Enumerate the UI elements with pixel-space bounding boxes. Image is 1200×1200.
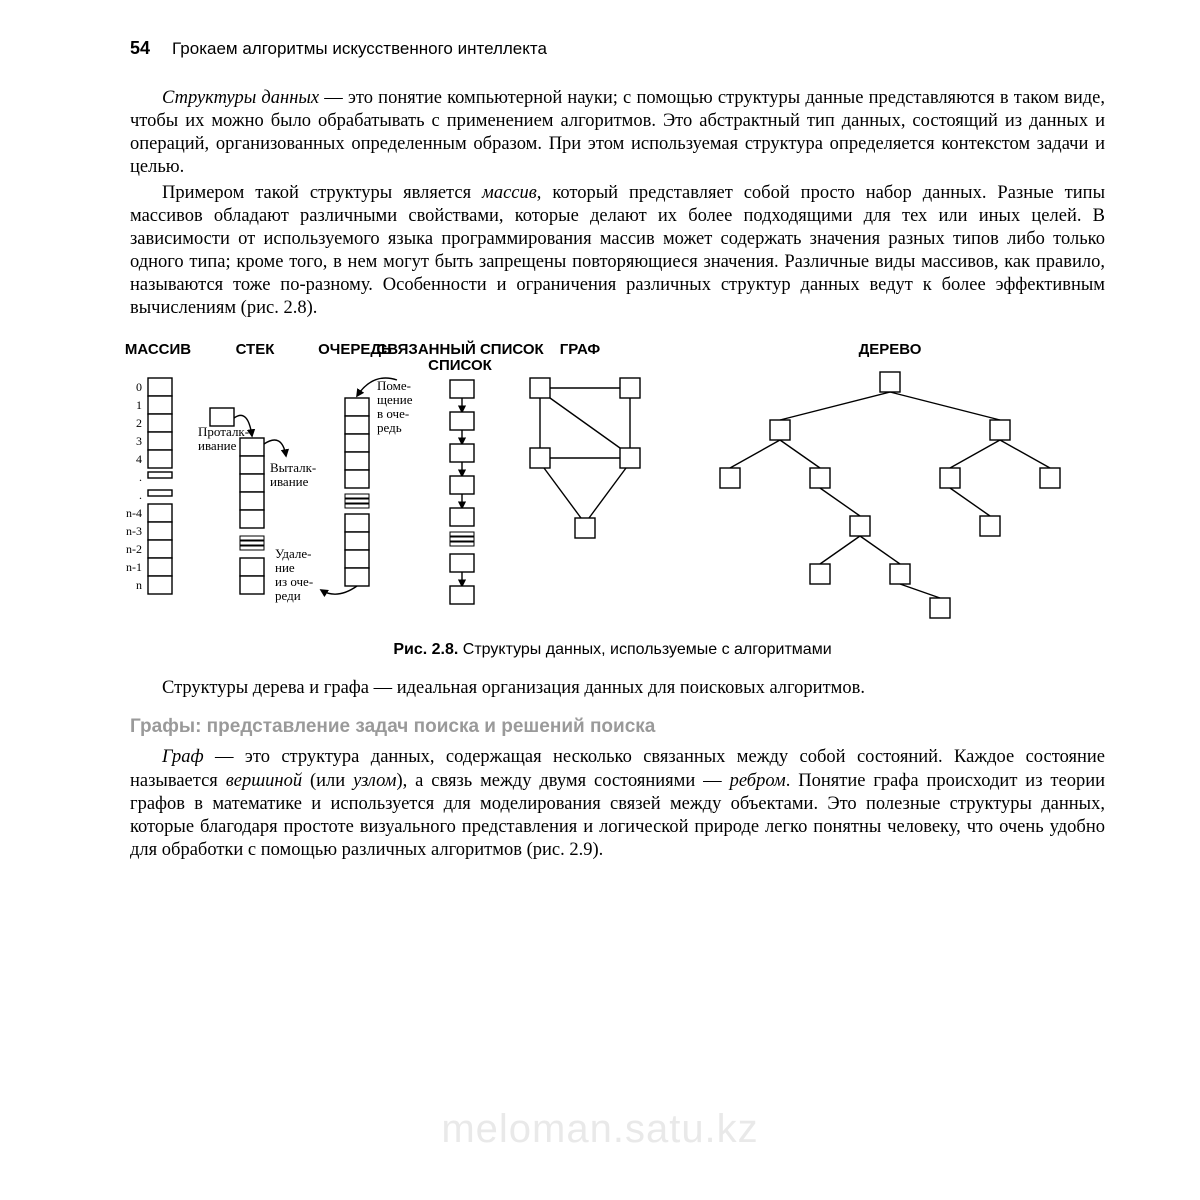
- paragraph-3: Структуры дерева и графа — идеальная орг…: [130, 677, 1105, 700]
- svg-text:ГРАФ: ГРАФ: [560, 341, 601, 358]
- caption-rest: Структуры данных, используемые с алгорит…: [458, 641, 831, 658]
- p1-lead-italic: Структуры данных: [162, 88, 319, 108]
- svg-text:Выталк-: Выталк-: [270, 460, 316, 475]
- p4-lead-italic: Граф: [162, 747, 204, 767]
- section-heading: Графы: представление задач поиска и реше…: [130, 716, 1105, 738]
- svg-text:СВЯЗАННЫЙ СПИСОК: СВЯЗАННЫЙ СПИСОК: [376, 340, 544, 358]
- figure-2-8: МАССИВСТЕКОЧЕРЕДЬСВЯЗАННЫЙ СПИСОКСПИСОКГ…: [120, 338, 1105, 659]
- svg-text:n: n: [136, 578, 142, 592]
- svg-text:щение: щение: [377, 392, 413, 407]
- svg-text:2: 2: [136, 416, 142, 430]
- svg-text:ние: ние: [275, 560, 295, 575]
- svg-text:СТЕК: СТЕК: [236, 341, 276, 358]
- svg-text:из оче-: из оче-: [275, 574, 313, 589]
- caption-bold: Рис. 2.8.: [393, 641, 458, 658]
- p4-it2: узлом: [353, 771, 396, 791]
- svg-text:n-4: n-4: [126, 506, 142, 520]
- p2-a: Примером такой структуры является: [162, 183, 482, 203]
- running-title: Грокаем алгоритмы искусственного интелле…: [172, 39, 547, 59]
- p4-b: (или: [302, 771, 353, 791]
- paragraph-1: Структуры данных — это понятие компьютер…: [130, 87, 1105, 180]
- svg-text:МАССИВ: МАССИВ: [125, 341, 191, 358]
- svg-text:редь: редь: [377, 420, 402, 435]
- page-header: 54 Грокаем алгоритмы искусственного инте…: [130, 38, 1105, 59]
- p4-it1: вершиной: [226, 771, 302, 791]
- paragraph-4: Граф — это структура данных, содержащая …: [130, 746, 1105, 862]
- svg-text:в оче-: в оче-: [377, 406, 409, 421]
- figure-caption: Рис. 2.8. Структуры данных, используемые…: [120, 641, 1105, 659]
- svg-text:Поме-: Поме-: [377, 378, 411, 393]
- svg-text:0: 0: [136, 380, 142, 394]
- svg-text:ДЕРЕВО: ДЕРЕВО: [859, 341, 922, 358]
- svg-text:3: 3: [136, 434, 142, 448]
- svg-text:n-3: n-3: [126, 524, 142, 538]
- watermark: meloman.satu.kz: [0, 1107, 1200, 1152]
- page-number: 54: [130, 38, 150, 59]
- svg-text:.: .: [139, 470, 142, 484]
- svg-text:СПИСОК: СПИСОК: [428, 357, 493, 374]
- svg-text:ивание: ивание: [270, 474, 309, 489]
- svg-text:реди: реди: [275, 588, 301, 603]
- p3-text: Структуры дерева и графа — идеальная орг…: [162, 678, 865, 698]
- p4-it3: ребром: [730, 771, 786, 791]
- svg-text:Удале-: Удале-: [275, 546, 311, 561]
- svg-text:n-2: n-2: [126, 542, 142, 556]
- svg-text:1: 1: [136, 398, 142, 412]
- svg-text:n-1: n-1: [126, 560, 142, 574]
- p4-c: ), а связь между двумя состояниями —: [396, 771, 729, 791]
- svg-text:Проталк-: Проталк-: [198, 424, 249, 439]
- p2-italic: массив: [482, 183, 537, 203]
- svg-text:ивание: ивание: [198, 438, 237, 453]
- paragraph-2: Примером такой структуры является массив…: [130, 182, 1105, 321]
- svg-text:.: .: [139, 488, 142, 502]
- svg-text:4: 4: [136, 452, 142, 466]
- figure-svg: МАССИВСТЕКОЧЕРЕДЬСВЯЗАННЫЙ СПИСОКСПИСОКГ…: [120, 338, 1090, 628]
